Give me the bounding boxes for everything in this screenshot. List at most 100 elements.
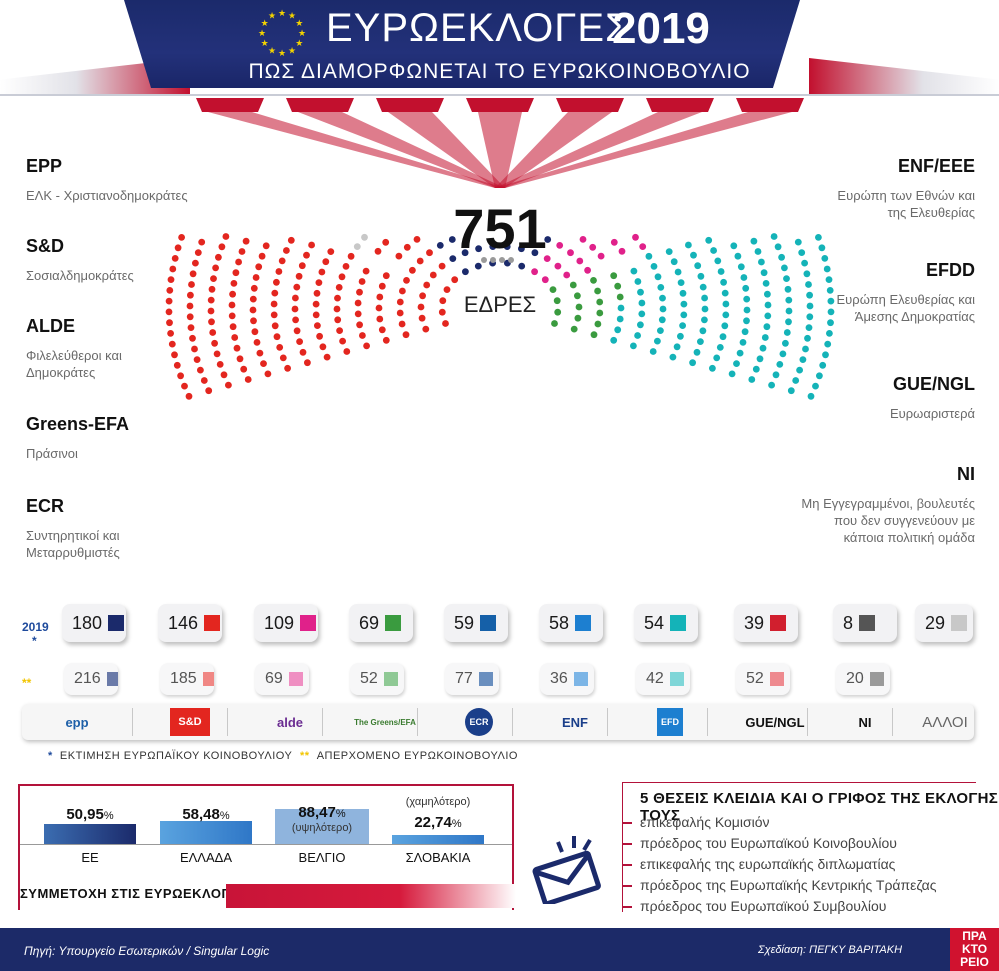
seat-dot [210, 275, 217, 282]
seat-dot [740, 274, 748, 281]
seat-dot [439, 297, 447, 305]
seat-dot [781, 264, 788, 272]
seat-dot [260, 360, 267, 367]
seat-dot [701, 294, 708, 302]
seat-dot [228, 301, 236, 309]
seat-dot [451, 276, 459, 284]
seat-dot [717, 268, 725, 275]
seat-dot [549, 286, 557, 293]
seat-dot [218, 243, 226, 251]
group-color-swatch [770, 615, 787, 631]
seat-dot [816, 372, 823, 380]
seat-dot [819, 361, 827, 369]
seat-dot [764, 290, 771, 298]
seat-count-value: 69 [359, 612, 380, 633]
turnout-bar [275, 808, 369, 844]
svg-text:★: ★ [278, 48, 286, 58]
seat-dot [167, 276, 175, 283]
seat-dot [806, 302, 814, 310]
svg-text:★: ★ [298, 28, 306, 38]
seat-dot [315, 279, 323, 286]
row-label-prev: ** [22, 676, 32, 690]
seat-dot [574, 292, 581, 300]
seat-dot [677, 332, 684, 340]
seat-dot [720, 278, 727, 286]
group-logos-bar: epp S&D alde The Greens/EFA ECR ENF EFD GUE/NGL… [22, 704, 974, 740]
seat-dot [461, 249, 469, 257]
seat-dot [438, 308, 446, 316]
seat-dot [785, 296, 793, 304]
seat-dot [189, 334, 196, 342]
seat-dot [353, 243, 361, 251]
seat-dot [177, 372, 185, 380]
seat-dot [645, 252, 653, 260]
logo-separator [512, 708, 513, 736]
group-logo: epp [65, 714, 89, 730]
seat-count-value: 8 [843, 612, 854, 633]
seat-dot [705, 236, 713, 244]
logo-separator [227, 708, 228, 736]
turnout-bar [44, 823, 136, 844]
group-abbr: NI [957, 464, 975, 484]
group-ni: NI Μη Εγγεγραμμένοι, βουλευτές που δεν σ… [800, 464, 975, 546]
seat-dot [649, 348, 657, 355]
seat-dot [709, 364, 716, 372]
seat-dot [823, 265, 831, 273]
seat-dot [229, 323, 237, 331]
seat-dot [200, 377, 208, 384]
seat-dot [319, 343, 327, 351]
logo-separator [322, 708, 323, 736]
turnout-title-bar [226, 884, 516, 908]
seat-count-value: 59 [454, 612, 475, 633]
seat-dot [697, 338, 704, 345]
logo-separator [607, 708, 608, 736]
seat-dot [618, 247, 626, 255]
seat-dot [634, 332, 641, 339]
seat-dot [335, 284, 343, 291]
seat-dot [567, 249, 574, 257]
eu-stars-icon: ★★★★★★★★★ ★ ★★ [258, 8, 306, 58]
seat-dot [316, 332, 323, 340]
seat-count-value: 20 [846, 670, 864, 687]
seat-dot [722, 311, 730, 319]
seat-dot [205, 387, 213, 395]
seat-dot [658, 316, 666, 324]
seat-dot [632, 233, 639, 241]
seat-dot [413, 236, 421, 243]
previous-seat-count-chip: 77 [445, 663, 499, 695]
seat-dot [669, 353, 677, 361]
seat-count-chip: 58 [539, 604, 603, 642]
seat-dot [235, 258, 243, 266]
seat-dot [714, 257, 722, 265]
previous-seat-count-chip: 42 [636, 663, 690, 695]
seat-dot [449, 255, 457, 262]
envelope-icon [532, 836, 601, 904]
seat-dot [208, 318, 215, 326]
group-logo: S&D [170, 708, 210, 736]
seat-dot [443, 286, 451, 293]
previous-seat-count-chip: 52 [736, 663, 790, 695]
svg-text:★: ★ [261, 18, 269, 28]
seat-dot [186, 302, 194, 310]
seat-dot [166, 287, 174, 294]
seat-count-chip: 59 [444, 604, 508, 642]
seat-dot [354, 310, 362, 318]
seat-dot [610, 336, 618, 344]
seat-dot [594, 320, 602, 328]
seat-dot [358, 278, 366, 285]
group-logo: NI [858, 714, 872, 730]
seat-dot [569, 281, 577, 289]
legend-previous: ** ΑΠΕΡΧΟΜΕΝΟ ΕΥΡΩΚΟΙΝΟΒΟΥΛΙΟ [300, 750, 518, 762]
seat-dot [376, 293, 384, 301]
previous-seat-count-chip: 185 [160, 663, 214, 695]
seat-dot [756, 355, 764, 363]
seat-dot [193, 356, 201, 363]
group-sd: S&D Σοσιαλδημοκράτες [26, 236, 226, 284]
seat-dot [490, 257, 496, 263]
seat-dot [359, 332, 366, 339]
seat-dot [759, 344, 767, 352]
turnout-country: ΒΕΛΓΙΟ [298, 850, 346, 865]
seat-dot [489, 243, 497, 251]
seat-dot [186, 313, 194, 321]
seat-dot [743, 295, 751, 303]
